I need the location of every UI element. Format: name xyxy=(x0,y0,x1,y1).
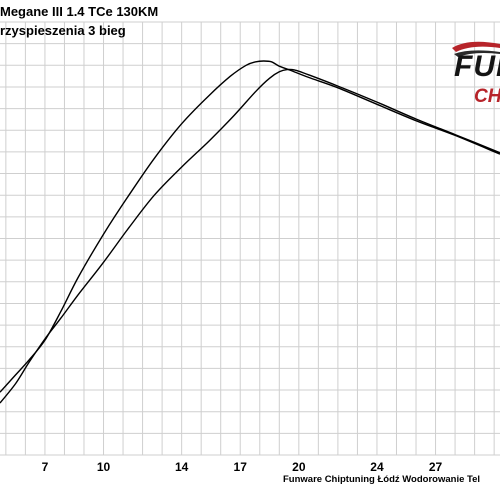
x-tick-label: 14 xyxy=(175,460,189,474)
footer-credit: Funware Chiptuning Łódź Wodorowanie Tel xyxy=(283,474,481,485)
chart-lines xyxy=(0,60,500,404)
brand-logo: FUN CH xyxy=(450,36,500,122)
chart-grid xyxy=(0,21,500,456)
logo-sub: CH xyxy=(474,86,500,107)
x-tick-label: 24 xyxy=(370,460,384,474)
x-tick-label: 7 xyxy=(42,460,49,474)
x-tick-label: 17 xyxy=(234,460,248,474)
chart-subtitle: rzyspieszenia 3 bieg xyxy=(0,23,126,38)
series-line-2 xyxy=(0,68,500,404)
series-line-1 xyxy=(0,60,500,393)
x-tick-labels: 7 10 14 17 20 24 27 xyxy=(42,460,443,474)
x-tick-label: 20 xyxy=(292,460,306,474)
logo-swoosh-icon xyxy=(452,41,500,57)
logo-word: FUN xyxy=(454,50,500,83)
x-tick-label: 27 xyxy=(429,460,443,474)
chart-title: Megane III 1.4 TCe 130KM xyxy=(0,4,159,19)
x-tick-label: 10 xyxy=(97,460,111,474)
